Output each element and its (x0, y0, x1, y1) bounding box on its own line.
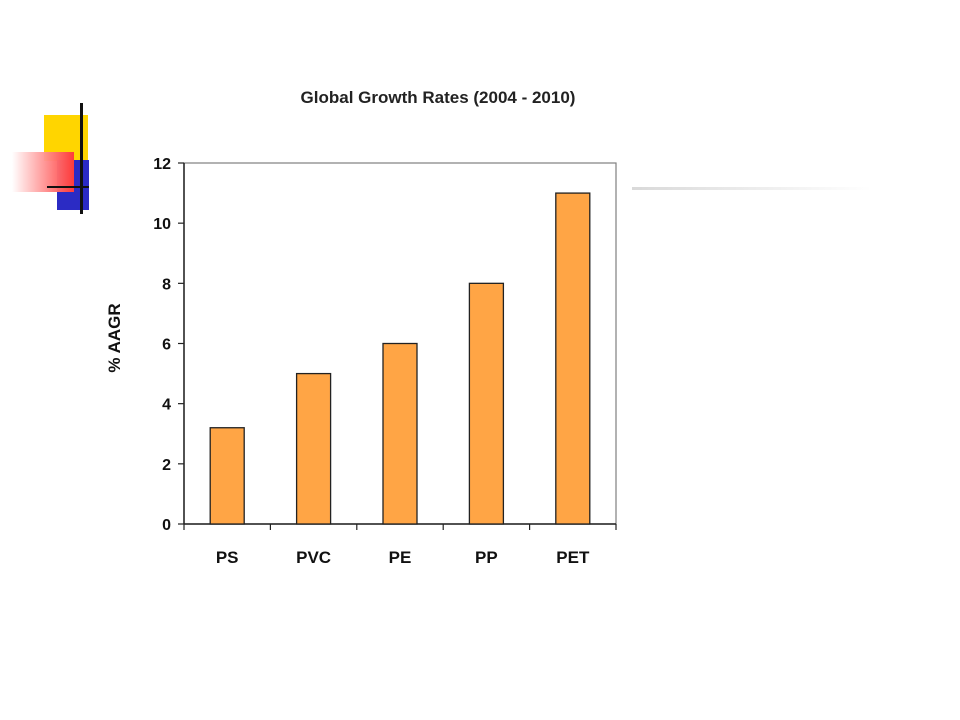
y-tick-label: 2 (162, 457, 171, 474)
x-tick-label: PVC (296, 548, 331, 567)
bar-ps (209, 427, 245, 525)
y-tick-label: 10 (153, 216, 171, 233)
bar-pvc (295, 372, 332, 525)
y-tick-label: 12 (153, 156, 171, 173)
y-tick-label: 4 (162, 397, 171, 414)
chart-title: Global Growth Rates (2004 - 2010) (301, 88, 576, 107)
y-tick-label: 6 (162, 337, 171, 354)
decor-red-gradient-square (12, 152, 74, 192)
bar-pe (382, 342, 418, 525)
x-tick-label: PE (389, 548, 412, 567)
decor-fade-line (632, 187, 872, 190)
bar-pet (555, 192, 591, 525)
x-tick-label: PET (556, 548, 590, 567)
bar-pp (468, 282, 505, 525)
slide-corner-decoration (0, 0, 120, 240)
y-axis-label: % AAGR (105, 303, 124, 372)
y-tick-label: 0 (162, 517, 171, 534)
y-tick-label: 8 (162, 276, 171, 293)
x-tick-label: PP (475, 548, 498, 567)
plot-area: 0 2 4 6 8 10 12 PS PVC PE PP PET (153, 156, 617, 567)
x-tick-label: PS (216, 548, 239, 567)
decor-horizontal-line (47, 186, 89, 188)
decor-vertical-line (80, 103, 83, 214)
